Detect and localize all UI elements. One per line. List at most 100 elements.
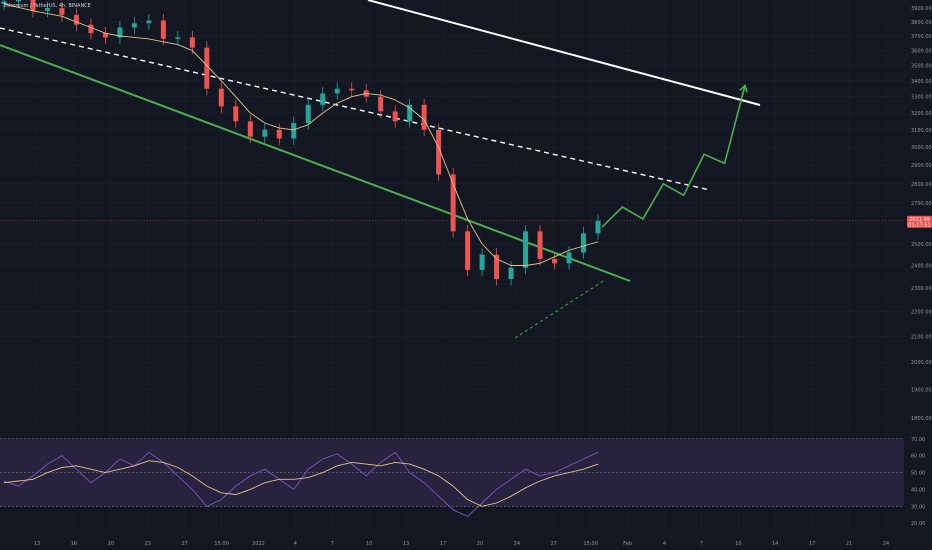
time-tick-label: 24 bbox=[514, 541, 520, 547]
time-tick-label: 17 bbox=[809, 541, 815, 547]
price-tick-label: 2500.00 bbox=[911, 242, 932, 248]
candle-body[interactable] bbox=[117, 27, 123, 38]
candle-body[interactable] bbox=[421, 104, 427, 130]
candle-body[interactable] bbox=[15, 0, 21, 2]
time-axis[interactable]: 13 16 20 23 27 15:00 2022 4 7 10 13 17 20 24 27 15:00 Fe… bbox=[34, 541, 889, 547]
price-axis[interactable]: 3900.00 3800.00 3700.00 3600.00 3500.00 3400.… bbox=[904, 0, 932, 550]
time-tick-label: 15:00 bbox=[583, 541, 597, 547]
price-tick-label: 3600.00 bbox=[911, 49, 932, 55]
candle-body[interactable] bbox=[552, 258, 558, 264]
rsi-ma-line bbox=[3, 460, 599, 507]
price-tick-label: 3300.00 bbox=[911, 95, 932, 101]
candle-body[interactable] bbox=[392, 111, 398, 122]
candle-body[interactable] bbox=[247, 121, 253, 137]
rsi-tick-label: 70.00 bbox=[911, 437, 925, 443]
rsi-tick-label: 60.00 bbox=[911, 454, 925, 460]
rsi-tick-label: 30.00 bbox=[911, 504, 925, 510]
time-tick-label: 7 bbox=[700, 541, 703, 547]
time-tick-label: 20 bbox=[477, 541, 483, 547]
candle-body[interactable] bbox=[479, 254, 485, 270]
rsi-panel[interactable] bbox=[0, 438, 904, 518]
candle-body[interactable] bbox=[189, 37, 195, 48]
candle-body[interactable] bbox=[508, 267, 514, 279]
time-tick-label: 2022 bbox=[252, 541, 265, 547]
ma-line bbox=[3, 3, 599, 266]
price-tick-label: 2200.00 bbox=[911, 310, 932, 316]
price-tick-label: 2000.00 bbox=[911, 360, 932, 366]
time-tick-label: 7 bbox=[331, 541, 334, 547]
white-dashed-trendline[interactable] bbox=[0, 27, 711, 191]
price-axis-background bbox=[904, 0, 932, 550]
price-tick-label: 3500.00 bbox=[911, 63, 932, 69]
candle-body[interactable] bbox=[349, 88, 355, 91]
last-price-tag[interactable] bbox=[907, 215, 932, 228]
price-tick-label: 1800.00 bbox=[911, 416, 932, 422]
price-tick-label: 3400.00 bbox=[911, 79, 932, 85]
projection-path[interactable] bbox=[601, 85, 746, 228]
rsi-tick-label: 50.00 bbox=[911, 471, 925, 477]
time-tick-label: 13 bbox=[403, 541, 409, 547]
rsi-line bbox=[3, 451, 599, 518]
candle-body[interactable] bbox=[218, 88, 224, 107]
candle-body[interactable] bbox=[334, 88, 340, 94]
candle-body[interactable] bbox=[1, 1, 7, 4]
candle-body[interactable] bbox=[465, 231, 471, 270]
price-tick-label: 3800.00 bbox=[911, 20, 932, 26]
projection-arrowhead-icon bbox=[739, 84, 748, 93]
candle-body[interactable] bbox=[436, 129, 442, 175]
time-tick-label: 24 bbox=[883, 541, 889, 547]
price-tick-label: 3100.00 bbox=[911, 128, 932, 134]
candle-body[interactable] bbox=[59, 8, 65, 15]
time-tick-label: 13 bbox=[34, 541, 40, 547]
candle-body[interactable] bbox=[44, 8, 50, 11]
symbol-title: Ethereum / TetherUS, 4h, BINANCE bbox=[4, 3, 91, 9]
candle-body[interactable] bbox=[233, 106, 239, 122]
candle-body[interactable] bbox=[88, 24, 94, 34]
price-tick-label: 2700.00 bbox=[911, 201, 932, 207]
candle-body[interactable] bbox=[450, 174, 456, 232]
time-tick-label: 4 bbox=[663, 541, 666, 547]
price-tick-label: 2100.00 bbox=[911, 334, 932, 340]
candle-body[interactable] bbox=[175, 37, 181, 39]
candle-body[interactable] bbox=[131, 23, 137, 28]
time-tick-label: 27 bbox=[181, 541, 187, 547]
rsi-tick-label: 40.00 bbox=[911, 487, 925, 493]
candle-body[interactable] bbox=[160, 20, 166, 39]
candle-body[interactable] bbox=[204, 47, 210, 89]
candle-body[interactable] bbox=[523, 231, 529, 268]
candle-body[interactable] bbox=[146, 20, 152, 24]
candle-body[interactable] bbox=[305, 104, 311, 124]
candle-body[interactable] bbox=[262, 129, 268, 137]
candle-body[interactable] bbox=[102, 33, 108, 38]
time-tick-label: 10 bbox=[735, 541, 741, 547]
moving-average bbox=[3, 3, 599, 266]
candle-body[interactable] bbox=[537, 231, 543, 259]
candle-body[interactable] bbox=[581, 233, 587, 253]
white-trendline[interactable] bbox=[367, 0, 761, 106]
time-tick-label: 23 bbox=[145, 541, 151, 547]
time-tick-label: 10 bbox=[366, 541, 372, 547]
candle-body[interactable] bbox=[595, 220, 601, 234]
candle-body[interactable] bbox=[320, 93, 326, 105]
time-tick-label: 14 bbox=[772, 541, 778, 547]
price-tick-label: 3700.00 bbox=[911, 34, 932, 40]
time-tick-label: 15:00 bbox=[214, 541, 228, 547]
candle-body[interactable] bbox=[378, 96, 384, 112]
rsi-tick-label: 20.00 bbox=[911, 521, 925, 527]
candle-body[interactable] bbox=[566, 252, 572, 264]
candle-body[interactable] bbox=[291, 123, 297, 139]
time-tick-label: 27 bbox=[551, 541, 557, 547]
candle-body[interactable] bbox=[30, 0, 36, 11]
candle-body[interactable] bbox=[73, 14, 79, 25]
time-tick-label: Feb bbox=[623, 541, 632, 547]
candle-body[interactable] bbox=[494, 254, 500, 279]
time-tick-label: 20 bbox=[108, 541, 114, 547]
candle-body[interactable] bbox=[276, 129, 282, 139]
last-price-value: 2611.49 bbox=[909, 217, 930, 223]
time-tick-label: 4 bbox=[294, 541, 297, 547]
price-tick-label: 1900.00 bbox=[911, 387, 932, 393]
candle-body[interactable] bbox=[407, 104, 413, 122]
candles[interactable] bbox=[1, 0, 601, 286]
